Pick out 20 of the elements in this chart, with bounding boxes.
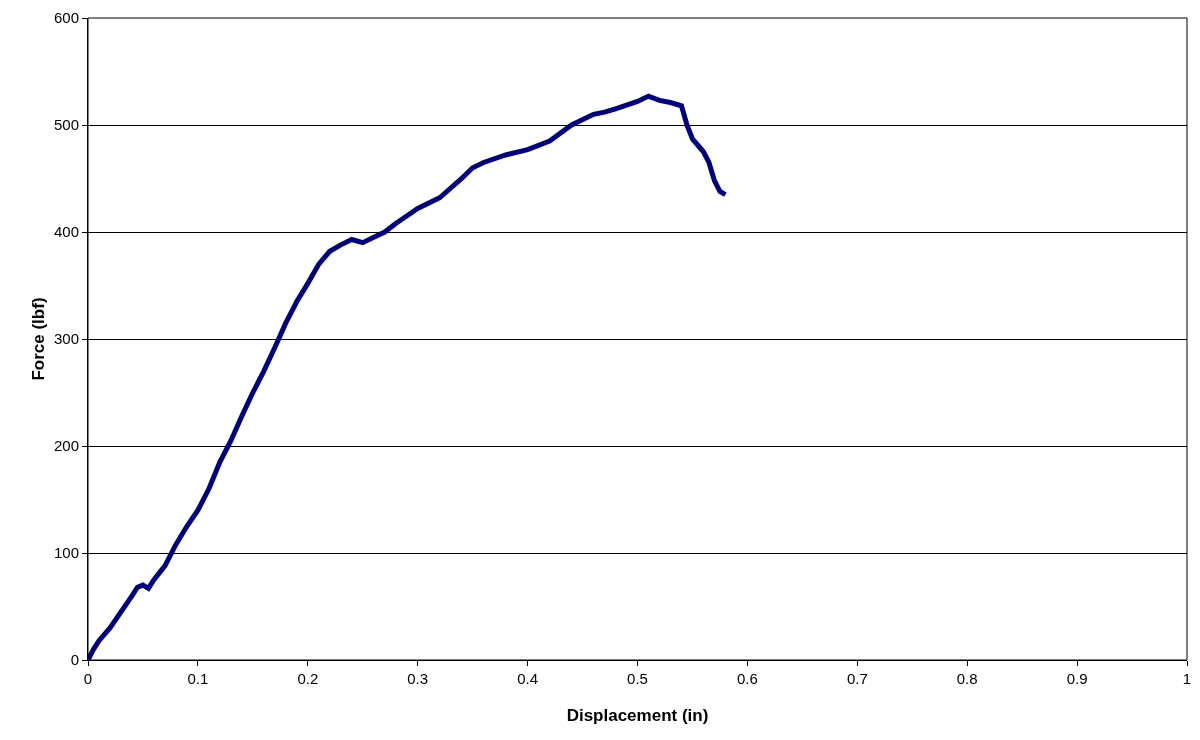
y-tick-label: 300 [53,330,79,348]
x-tick-label: 1 [1182,670,1192,687]
y-tick-label: 600 [53,9,79,27]
y-tick-label: 200 [53,437,79,455]
y-tick-label: 500 [53,116,79,134]
x-tick-label: 0.4 [517,670,539,687]
x-tick-label: 0 [83,670,93,687]
x-tick-label: 0.6 [736,670,758,687]
y-tick-label: 0 [70,651,79,669]
y-tick-label: 400 [53,223,79,241]
x-tick-label: 0.9 [1066,670,1088,687]
x-axis-title: Displacement (in) [566,706,709,725]
x-tick-label: 0.7 [846,670,868,687]
x-tick-label: 0.2 [297,670,319,687]
y-axis-title: Force (lbf) [29,297,48,381]
x-tick-label: 0.5 [627,670,648,687]
x-tick-label: 0.1 [187,670,209,687]
x-tick-label: 0.8 [956,670,978,687]
y-tick-label: 100 [53,544,79,562]
x-tick-label: 0.3 [407,670,429,687]
